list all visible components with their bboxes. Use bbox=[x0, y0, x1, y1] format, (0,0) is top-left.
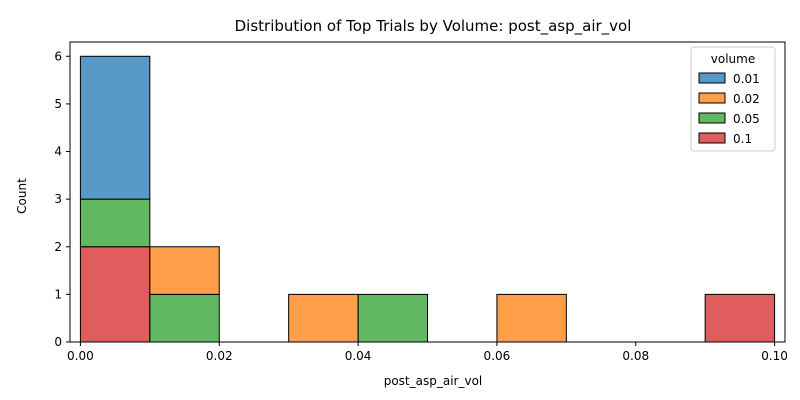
x-tick-label: 0.04 bbox=[345, 349, 372, 363]
bars-layer bbox=[79, 55, 776, 343]
y-tick-label: 0 bbox=[54, 335, 62, 349]
y-tick-label: 6 bbox=[54, 49, 62, 63]
x-tick-label: 0.00 bbox=[67, 349, 94, 363]
bar-0.02-bin-1 bbox=[149, 246, 220, 295]
plot-frame bbox=[69, 41, 786, 343]
bar-0.1-bin-9 bbox=[704, 293, 776, 343]
legend-swatch-0.01 bbox=[698, 72, 726, 84]
bar-0.01-bin-0 bbox=[79, 55, 151, 200]
bar-0.02-bin-6 bbox=[496, 293, 567, 343]
x-axis-title: post_asp_air_vol bbox=[384, 374, 483, 388]
y-tick-label: 5 bbox=[54, 97, 62, 111]
legend: volume 0.01 0.02 0.05 0.1 bbox=[690, 46, 776, 152]
legend-swatch-0.05 bbox=[698, 112, 726, 124]
legend-title: volume bbox=[711, 52, 755, 66]
legend-label-0.02: 0.02 bbox=[733, 92, 760, 106]
y-tick-label: 2 bbox=[54, 240, 62, 254]
legend-label-0.05: 0.05 bbox=[733, 112, 760, 126]
chart-title: Distribution of Top Trials by Volume: po… bbox=[235, 17, 632, 36]
y-tick-label: 3 bbox=[54, 192, 62, 206]
legend-label-0.01: 0.01 bbox=[733, 72, 760, 86]
y-tick-label: 4 bbox=[54, 145, 62, 159]
legend-label-0.1: 0.1 bbox=[733, 132, 752, 146]
legend-swatch-0.1 bbox=[698, 132, 726, 144]
bar-0.1-bin-0 bbox=[79, 246, 151, 343]
x-tick-label: 0.10 bbox=[761, 349, 788, 363]
bar-0.05-bin-0 bbox=[79, 198, 151, 248]
axes-layer: 0.00 0.02 0.04 0.06 0.08 0.10 0 1 2 3 4 5 6 bbox=[54, 41, 788, 363]
y-tick-label: 1 bbox=[54, 287, 62, 301]
y-axis-title: Count bbox=[15, 178, 29, 214]
bar-0.02-bin-3 bbox=[288, 293, 359, 343]
x-tick-label: 0.08 bbox=[622, 349, 649, 363]
x-tick-label: 0.06 bbox=[484, 349, 511, 363]
x-tick-label: 0.02 bbox=[206, 349, 233, 363]
bar-0.05-bin-1 bbox=[149, 293, 220, 343]
bar-0.05-bin-4 bbox=[357, 293, 428, 343]
legend-swatch-0.02 bbox=[698, 92, 726, 104]
